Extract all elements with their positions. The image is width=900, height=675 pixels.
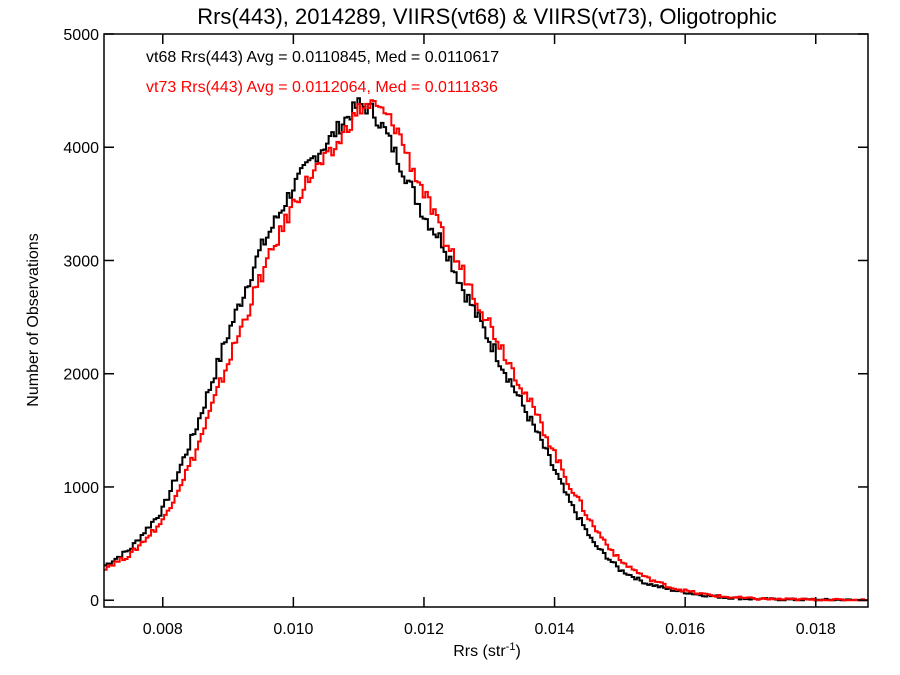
series-vt68-histogram: [104, 97, 868, 602]
x-axis-label-superscript: -1: [506, 641, 516, 653]
y-tick-label: 0: [90, 593, 99, 610]
y-axis-label: Number of Observations: [25, 233, 42, 406]
y-tick-label: 3000: [63, 253, 99, 270]
legend-entry-vt73: vt73 Rrs(443) Avg = 0.0112064, Med = 0.0…: [146, 79, 498, 96]
y-tick-label: 1000: [63, 480, 99, 497]
axis-ticks: 0.008 0.010 0.012 0.014 0.016 0.018 0 1000 2000 3…: [63, 27, 868, 638]
series-vt73-histogram: [104, 99, 868, 602]
x-tick-label: 0.008: [143, 621, 183, 638]
x-tick-label: 0.014: [535, 621, 575, 638]
chart-title: Rrs(443), 2014289, VIIRS(vt68) & VIIRS(v…: [197, 4, 777, 29]
y-tick-label: 2000: [63, 367, 99, 384]
x-axis-label-close: ): [515, 643, 520, 660]
x-tick-label: 0.016: [665, 621, 705, 638]
x-axis-label: Rrs (str-1): [453, 641, 521, 660]
y-tick-label: 5000: [63, 27, 99, 44]
plot-frame: [103, 33, 869, 608]
x-tick-label: 0.010: [273, 621, 313, 638]
legend-entry-vt68: vt68 Rrs(443) Avg = 0.0110845, Med = 0.0…: [146, 49, 499, 66]
y-tick-label: 4000: [63, 140, 99, 157]
x-axis-label-main: Rrs (str: [453, 643, 506, 660]
x-tick-label: 0.018: [796, 621, 836, 638]
x-tick-label: 0.012: [404, 621, 444, 638]
legend: vt68 Rrs(443) Avg = 0.0110845, Med = 0.0…: [146, 49, 499, 96]
